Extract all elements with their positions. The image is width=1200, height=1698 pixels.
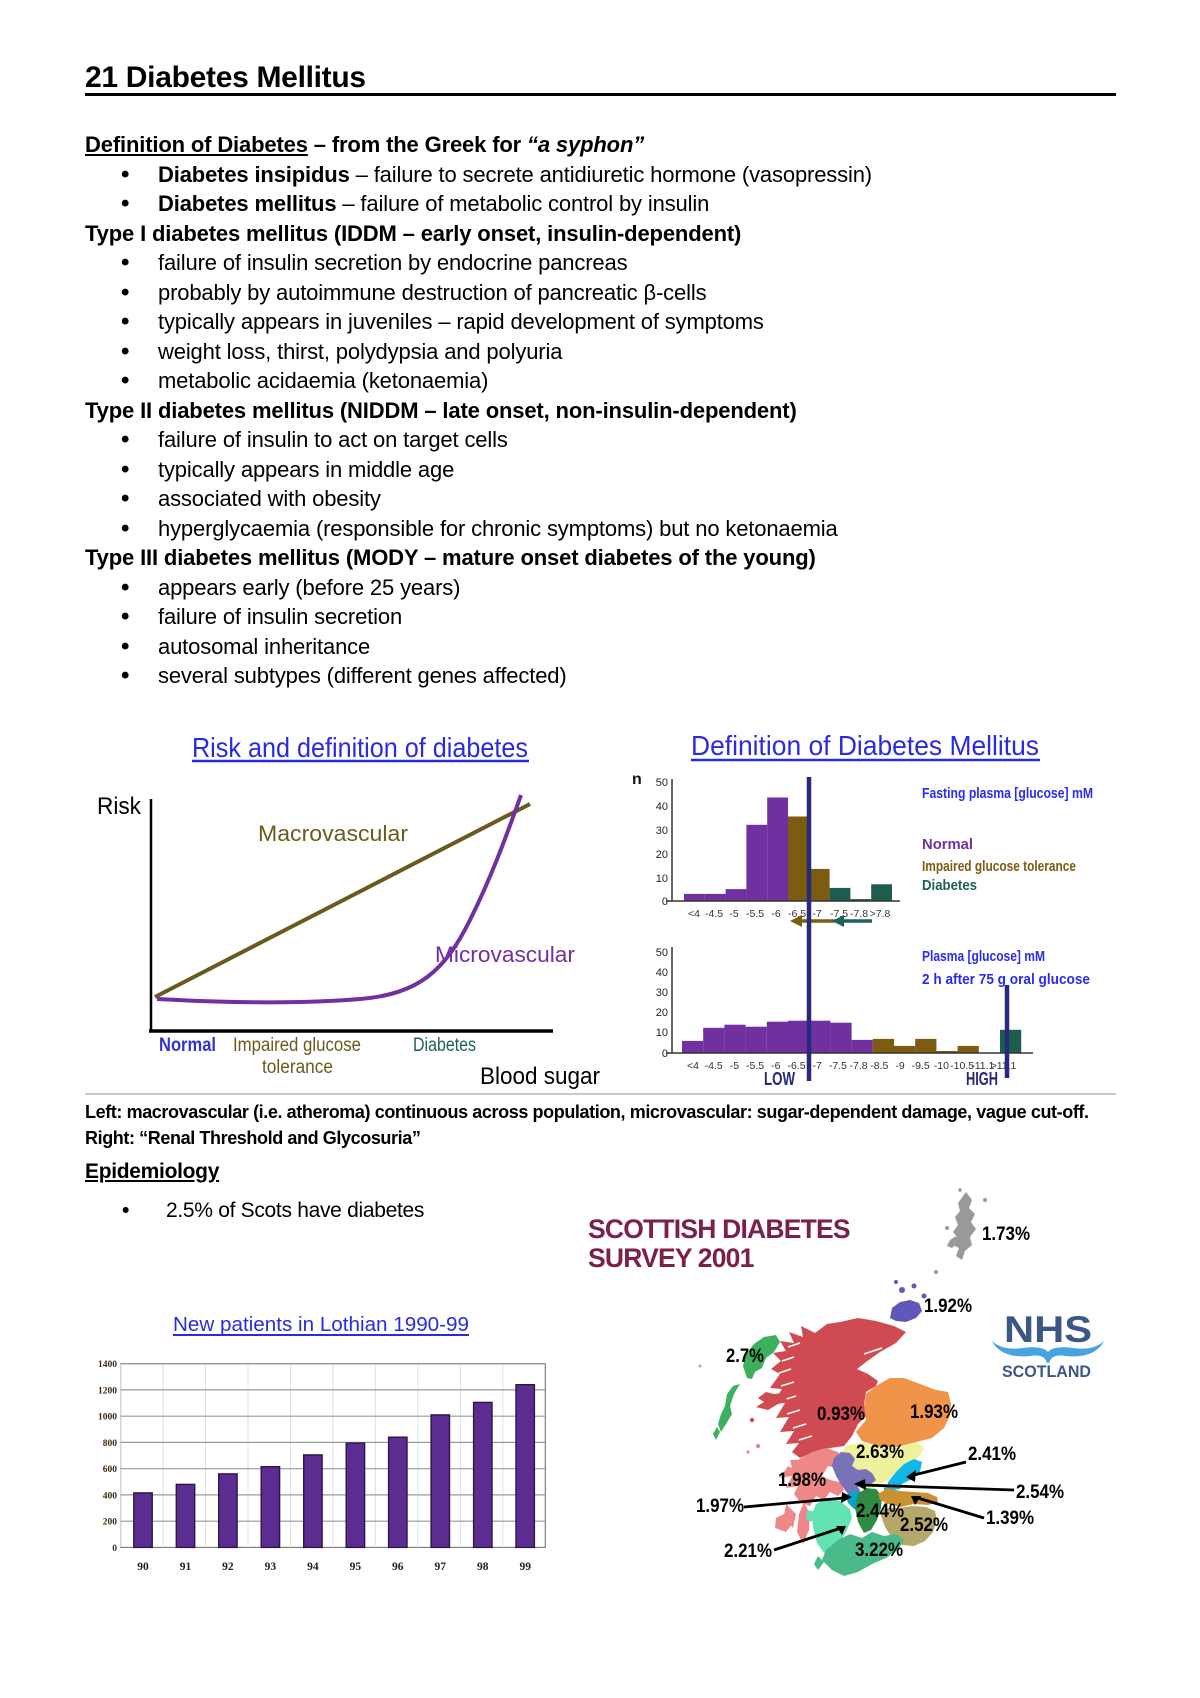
- svg-text:-9: -9: [895, 1060, 904, 1072]
- svg-text:96: 96: [392, 1561, 404, 1573]
- svg-text:-5: -5: [730, 1060, 739, 1072]
- svg-text:Definition of Diabetes Mellitu: Definition of Diabetes Mellitus: [691, 730, 1039, 761]
- svg-text:Blood sugar: Blood sugar: [480, 1063, 600, 1090]
- svg-text:>7.8: >7.8: [870, 908, 891, 920]
- svg-text:>11.1: >11.1: [991, 1060, 1017, 1072]
- svg-text:50: 50: [656, 777, 668, 789]
- svg-text:1000: 1000: [98, 1413, 117, 1423]
- svg-text:-4.5: -4.5: [705, 1060, 723, 1072]
- svg-text:1.73%: 1.73%: [982, 1224, 1030, 1245]
- svg-text:91: 91: [180, 1561, 192, 1573]
- svg-text:94: 94: [307, 1561, 319, 1573]
- svg-text:1.39%: 1.39%: [986, 1508, 1034, 1529]
- svg-text:Diabetes: Diabetes: [413, 1035, 476, 1056]
- svg-text:0.93%: 0.93%: [817, 1404, 865, 1425]
- svg-text:1.93%: 1.93%: [910, 1402, 958, 1423]
- svg-text:400: 400: [103, 1491, 118, 1501]
- svg-text:Normal: Normal: [922, 836, 973, 853]
- svg-text:Risk: Risk: [97, 793, 142, 820]
- svg-text:Risk and definition of diabete: Risk and definition of diabetes: [192, 732, 528, 763]
- svg-text:3.22%: 3.22%: [855, 1540, 903, 1561]
- svg-text:2.63%: 2.63%: [856, 1442, 904, 1463]
- svg-text:-7.8: -7.8: [850, 1060, 868, 1072]
- svg-text:30: 30: [656, 825, 668, 837]
- svg-text:20: 20: [656, 849, 668, 861]
- svg-text:<4: <4: [688, 908, 700, 920]
- svg-text:1.97%: 1.97%: [696, 1496, 744, 1517]
- svg-text:SCOTLAND: SCOTLAND: [1002, 1362, 1091, 1381]
- svg-text:-11.1: -11.1: [971, 1060, 994, 1072]
- svg-text:tolerance: tolerance: [262, 1057, 333, 1078]
- svg-text:90: 90: [137, 1561, 149, 1573]
- svg-text:-5.5: -5.5: [746, 1060, 764, 1072]
- svg-text:n: n: [632, 771, 642, 788]
- svg-text:-4.5: -4.5: [705, 908, 723, 920]
- svg-text:1400: 1400: [98, 1360, 117, 1370]
- svg-text:-6.5: -6.5: [787, 1060, 805, 1072]
- svg-text:40: 40: [656, 801, 668, 813]
- svg-text:40: 40: [656, 967, 668, 979]
- svg-text:0: 0: [662, 896, 668, 908]
- svg-text:93: 93: [265, 1561, 277, 1573]
- svg-text:200: 200: [103, 1518, 118, 1528]
- svg-text:Microvascular: Microvascular: [435, 942, 575, 967]
- svg-text:LOW: LOW: [764, 1069, 795, 1089]
- svg-text:50: 50: [656, 947, 668, 959]
- svg-text:2 h after 75 g oral glucose: 2 h after 75 g oral glucose: [922, 971, 1090, 988]
- svg-text:2.52%: 2.52%: [900, 1515, 948, 1536]
- svg-text:-7: -7: [813, 1060, 822, 1072]
- svg-text:1200: 1200: [98, 1386, 117, 1396]
- svg-text:2.41%: 2.41%: [968, 1444, 1016, 1465]
- svg-text:20: 20: [656, 1007, 668, 1019]
- svg-text:600: 600: [103, 1465, 118, 1475]
- svg-text:0: 0: [662, 1048, 668, 1060]
- svg-text:10: 10: [656, 1027, 668, 1039]
- svg-text:95: 95: [350, 1561, 362, 1573]
- svg-text:Macrovascular: Macrovascular: [258, 821, 408, 846]
- svg-text:2.54%: 2.54%: [1016, 1482, 1064, 1503]
- svg-text:30: 30: [656, 987, 668, 999]
- svg-text:New patients in Lothian 1990-9: New patients in Lothian 1990-99: [173, 1314, 469, 1336]
- svg-text:1.92%: 1.92%: [924, 1296, 972, 1317]
- svg-text:NHS: NHS: [1004, 1309, 1092, 1350]
- svg-text:-5: -5: [729, 908, 738, 920]
- svg-text:Fasting plasma [glucose] mM: Fasting plasma [glucose] mM: [922, 785, 1093, 802]
- svg-text:-6: -6: [771, 908, 780, 920]
- svg-text:2.21%: 2.21%: [724, 1541, 772, 1562]
- svg-text:Normal: Normal: [159, 1035, 216, 1056]
- svg-text:-10.5: -10.5: [950, 1060, 974, 1072]
- svg-text:0: 0: [112, 1544, 117, 1554]
- svg-text:-10: -10: [934, 1060, 949, 1072]
- svg-text:97: 97: [435, 1561, 447, 1573]
- svg-text:-5.5: -5.5: [746, 908, 764, 920]
- svg-text:-8.5: -8.5: [870, 1060, 888, 1072]
- svg-text:-9.5: -9.5: [912, 1060, 930, 1072]
- svg-text:-7.5: -7.5: [829, 1060, 847, 1072]
- svg-text:98: 98: [477, 1561, 489, 1573]
- svg-text:10: 10: [656, 873, 668, 885]
- svg-text:-7: -7: [812, 908, 821, 920]
- svg-text:Impaired glucose: Impaired glucose: [233, 1035, 361, 1056]
- svg-text:<4: <4: [687, 1060, 699, 1072]
- svg-text:2.44%: 2.44%: [856, 1501, 904, 1522]
- svg-text:Diabetes: Diabetes: [922, 877, 977, 894]
- svg-text:92: 92: [222, 1561, 234, 1573]
- svg-text:2.7%: 2.7%: [726, 1346, 764, 1367]
- svg-text:800: 800: [103, 1439, 118, 1449]
- svg-text:Plasma [glucose] mM: Plasma [glucose] mM: [922, 948, 1045, 965]
- svg-text:-7.8: -7.8: [850, 908, 868, 920]
- svg-text:HIGH: HIGH: [966, 1069, 998, 1089]
- svg-text:1.98%: 1.98%: [778, 1470, 826, 1491]
- svg-text:-6: -6: [771, 1060, 780, 1072]
- svg-text:Impaired glucose tolerance: Impaired glucose tolerance: [922, 858, 1076, 875]
- svg-text:99: 99: [519, 1561, 531, 1573]
